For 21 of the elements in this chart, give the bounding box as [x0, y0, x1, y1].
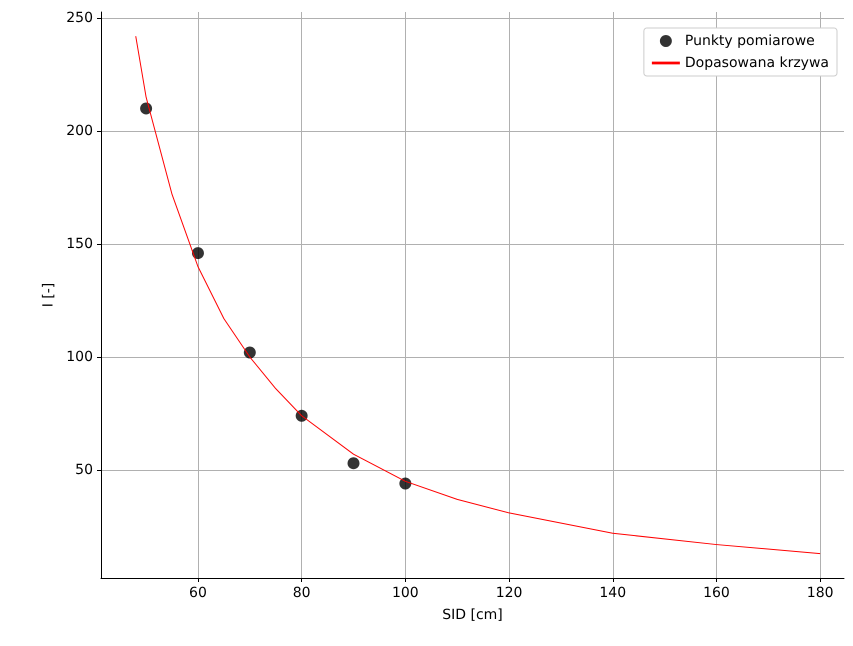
point: [348, 457, 360, 470]
x-tick-label: 120: [496, 585, 522, 601]
x-axis-title: SID [cm]: [442, 607, 503, 623]
x-tick-label: 80: [292, 585, 311, 601]
y-axis-title: I [-]: [40, 282, 56, 308]
point: [140, 102, 152, 114]
x-tick-label: 100: [392, 585, 419, 601]
y-tick-label: 100: [66, 349, 93, 366]
x-tick-label: 160: [703, 585, 730, 601]
x-tick-label: 140: [599, 585, 626, 601]
y-tick-label: 200: [66, 123, 93, 140]
x-tick-label: 60: [189, 585, 207, 601]
legend-label: Punkty pomiarowe: [684, 33, 815, 49]
point: [399, 478, 412, 490]
point: [192, 247, 204, 260]
y-tick-label: 50: [75, 462, 93, 478]
x-tick-label: 180: [806, 585, 834, 601]
legend-label: Dopasowana krzywa: [684, 55, 830, 71]
y-tick-label: 250: [66, 10, 93, 26]
y-tick-label: 150: [66, 236, 93, 252]
point: [244, 346, 256, 358]
